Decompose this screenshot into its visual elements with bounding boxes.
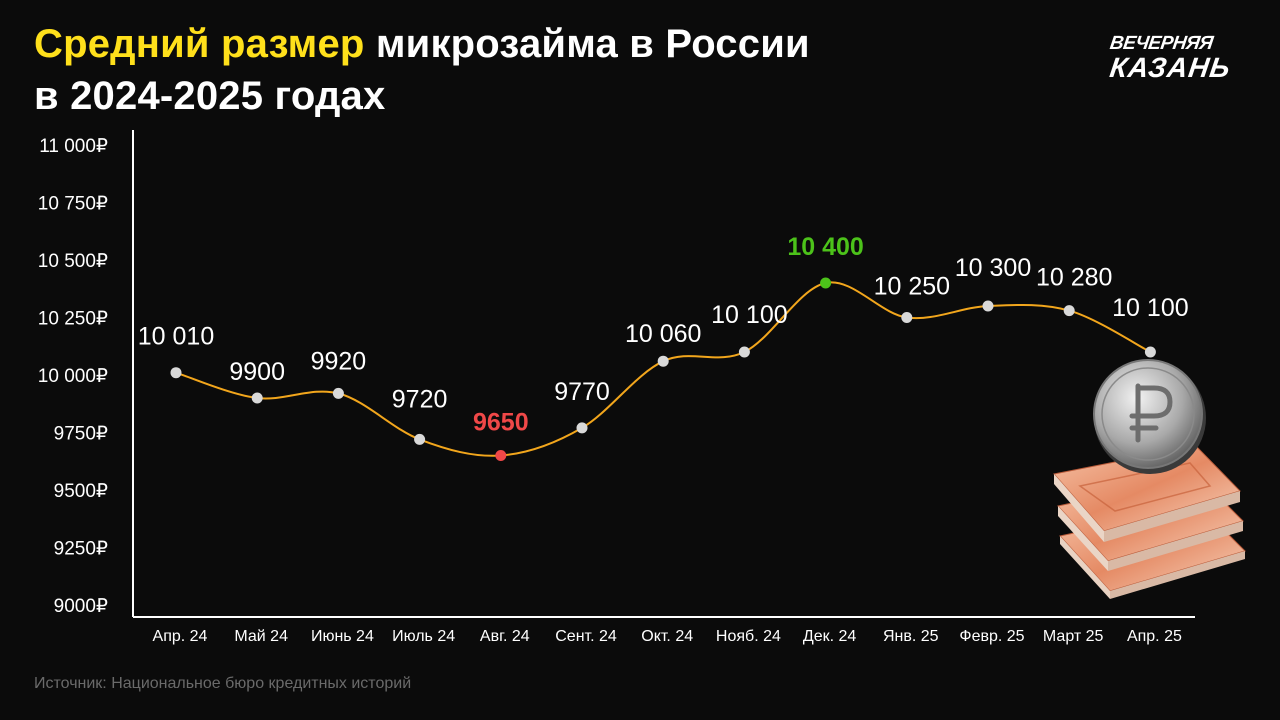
data-point — [982, 300, 994, 312]
y-tick-label: 9000₽ — [54, 596, 108, 617]
x-tick-label: Нояб. 24 — [716, 628, 781, 645]
x-tick-label: Май 24 — [234, 628, 288, 645]
data-label: 10 280 — [1036, 264, 1112, 292]
data-label: 9770 — [554, 378, 610, 406]
data-label: 10 100 — [711, 301, 787, 329]
x-tick-label: Авг. 24 — [480, 628, 530, 645]
data-point — [251, 392, 263, 404]
data-label: 10 250 — [874, 273, 950, 301]
data-point — [738, 346, 750, 358]
data-points — [170, 277, 1156, 461]
data-label: 9920 — [311, 347, 367, 375]
ruble-coin — [1093, 359, 1206, 474]
x-tick-label: Дек. 24 — [803, 628, 857, 645]
y-tick-label: 10 500₽ — [38, 251, 108, 272]
y-tick-label: 10 000₽ — [38, 366, 108, 387]
data-point — [332, 387, 344, 399]
x-tick-label: Июль 24 — [392, 628, 455, 645]
x-tick-label: Февр. 25 — [959, 628, 1024, 645]
data-label: 10 100 — [1112, 294, 1188, 322]
data-point-min — [495, 450, 507, 461]
data-point — [1063, 305, 1075, 317]
money-stack-coin-image — [1053, 359, 1246, 599]
data-point — [170, 367, 182, 379]
data-label: 10 400 — [787, 233, 863, 261]
data-label: 9900 — [229, 358, 285, 386]
data-point — [414, 433, 426, 445]
chart-title: Средний размер микрозайма в России в 2024… — [34, 18, 810, 122]
chart-axes — [132, 130, 1195, 618]
x-tick-label: Апр. 25 — [1127, 628, 1182, 645]
x-tick-label: Окт. 24 — [641, 628, 693, 645]
x-axis-ticks: Апр. 24 Май 24 Июнь 24 Июль 24 Авг. 24 Сент. … — [153, 628, 1182, 645]
data-label: 9720 — [392, 385, 448, 413]
data-point — [657, 355, 669, 367]
y-tick-label: 11 000₽ — [39, 136, 108, 157]
y-tick-label: 10 250₽ — [38, 309, 108, 330]
y-tick-label: 9250₽ — [54, 539, 108, 560]
x-tick-label: Сент. 24 — [555, 628, 617, 645]
y-tick-label: 9500₽ — [54, 481, 108, 502]
y-axis-ticks: 9000₽ 9250₽ 9500₽ 9750₽ 10 000₽ 10 250₽ 10 500… — [38, 136, 108, 617]
data-point — [901, 312, 913, 323]
source-note: Источник: Национальное бюро кредитных ис… — [34, 675, 412, 692]
x-tick-label: Апр. 24 — [153, 628, 208, 645]
title-line2: в 2024-2025 годах — [34, 74, 386, 118]
data-label: 10 010 — [138, 323, 214, 351]
x-tick-label: Янв. 25 — [883, 628, 939, 645]
data-label: 10 300 — [955, 254, 1031, 282]
title-highlight: Средний размер — [34, 22, 365, 66]
y-tick-label: 10 750₽ — [38, 194, 108, 215]
data-point — [1144, 346, 1156, 358]
y-tick-label: 9750₽ — [54, 424, 108, 445]
x-tick-label: Март 25 — [1043, 628, 1104, 645]
x-tick-label: Июнь 24 — [311, 628, 374, 645]
data-point — [576, 422, 588, 434]
data-label: 9650 — [473, 409, 529, 437]
data-point-max — [820, 277, 832, 289]
title-rest: микрозайма в России — [364, 22, 810, 66]
data-label: 10 060 — [625, 320, 701, 348]
